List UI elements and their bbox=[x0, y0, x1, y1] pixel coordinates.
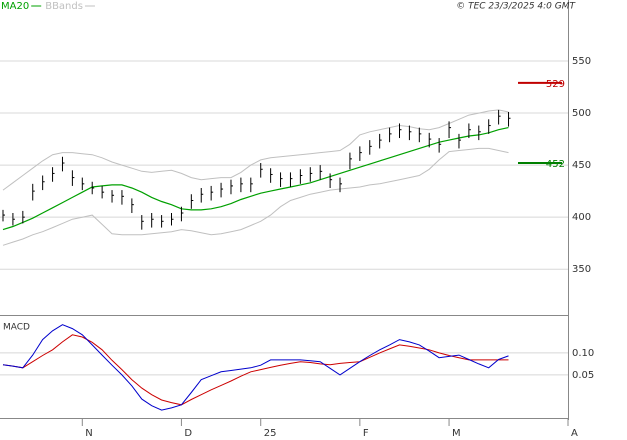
x-tick-label: F bbox=[363, 428, 369, 439]
x-tick-label: A bbox=[571, 428, 578, 439]
macd-line bbox=[2, 324, 509, 411]
macd-title: MACD bbox=[3, 323, 30, 333]
y-tick-label: 350 bbox=[572, 264, 591, 275]
target-label: 529 bbox=[546, 79, 565, 90]
legend-entry: BBands bbox=[45, 1, 83, 12]
source: © TEC 23/3/2025 4:0 GMT bbox=[456, 2, 576, 12]
legend-entry: MA20 bbox=[1, 1, 29, 12]
moving-average bbox=[2, 127, 509, 231]
y-tick-label: 500 bbox=[572, 108, 591, 119]
x-tick-label: M bbox=[452, 428, 461, 439]
y-tick-label: 450 bbox=[572, 160, 591, 171]
y-tick-label: 0.10 bbox=[572, 348, 594, 359]
target-label: 452 bbox=[546, 159, 565, 170]
bollinger-band bbox=[2, 109, 509, 191]
x-tick-label: 25 bbox=[264, 428, 277, 439]
x-tick-label: D bbox=[184, 428, 192, 439]
bollinger-band bbox=[2, 147, 509, 246]
y-tick-label: 400 bbox=[572, 212, 591, 223]
y-tick-label: 0.05 bbox=[572, 370, 594, 381]
y-tick-label: 550 bbox=[572, 56, 591, 67]
x-tick-label: N bbox=[85, 428, 92, 439]
